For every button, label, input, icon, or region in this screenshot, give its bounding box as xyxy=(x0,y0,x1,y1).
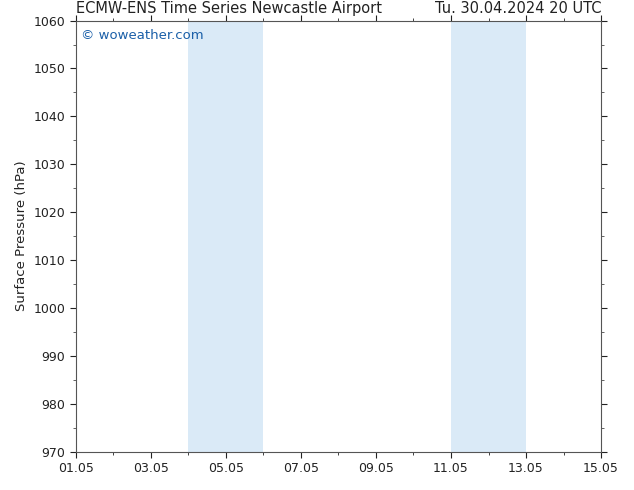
Text: Tu. 30.04.2024 20 UTC: Tu. 30.04.2024 20 UTC xyxy=(434,0,601,16)
Y-axis label: Surface Pressure (hPa): Surface Pressure (hPa) xyxy=(15,161,28,311)
Bar xyxy=(451,21,526,452)
Bar xyxy=(188,21,263,452)
Text: ECMW-ENS Time Series Newcastle Airport: ECMW-ENS Time Series Newcastle Airport xyxy=(76,0,382,16)
Text: © woweather.com: © woweather.com xyxy=(81,29,204,42)
